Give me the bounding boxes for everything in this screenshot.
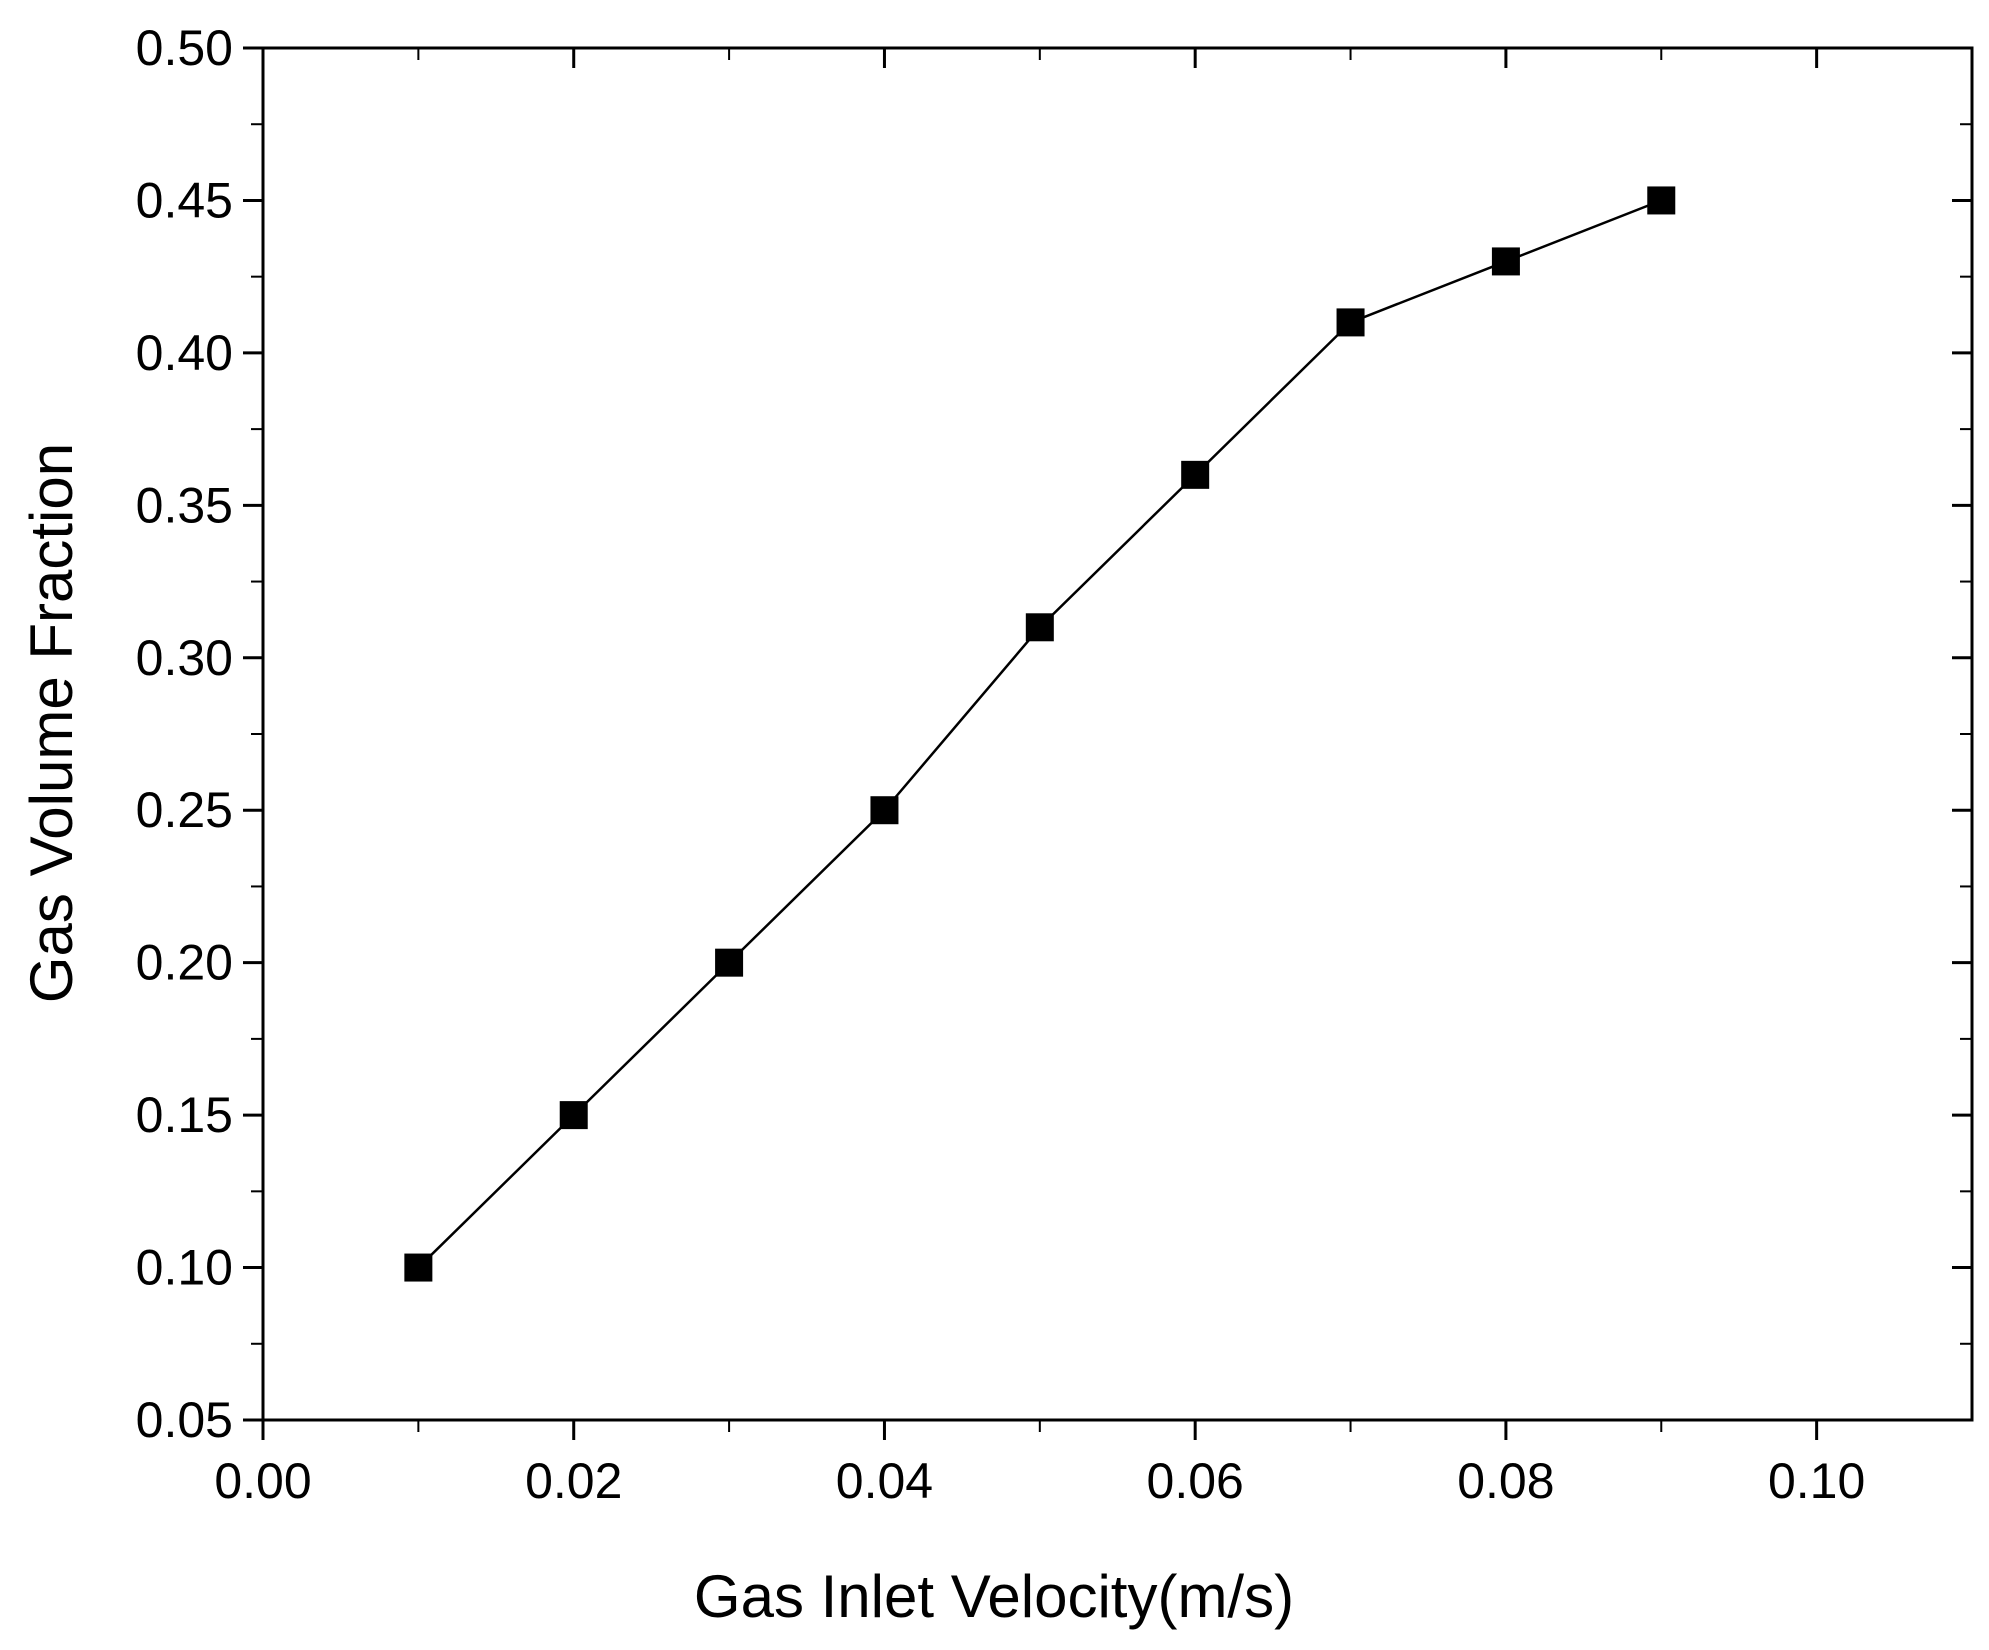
- y-tick-label: 0.40: [136, 325, 233, 381]
- series-lines: [417, 199, 1662, 1269]
- y-tick-label: 0.05: [136, 1392, 233, 1448]
- y-tick-label: 0.15: [136, 1087, 233, 1143]
- series-line: [417, 199, 1662, 1269]
- y-tick-label: 0.30: [136, 630, 233, 686]
- data-point-marker: [559, 1101, 588, 1130]
- data-point-marker: [715, 948, 744, 977]
- x-axis-title: Gas Inlet Velocity(m/s): [694, 1563, 1294, 1630]
- y-tick-label: 0.35: [136, 477, 233, 533]
- series-markers: [404, 186, 1676, 1282]
- y-tick-label: 0.10: [136, 1240, 233, 1296]
- plot-frame-border: [261, 46, 1974, 1422]
- x-tick-label: 0.00: [214, 1453, 311, 1509]
- x-tick-label: 0.04: [836, 1453, 933, 1509]
- x-tick-label: 0.06: [1147, 1453, 1244, 1509]
- data-point-marker: [404, 1253, 433, 1282]
- x-tick-label: 0.08: [1457, 1453, 1554, 1509]
- data-point-marker: [1336, 308, 1365, 337]
- x-axis-ticks: 0.00 0.02 0.04 0.06 0.08 0.10: [214, 48, 1865, 1509]
- data-point-marker: [1491, 247, 1520, 276]
- x-tick-label: 0.02: [525, 1453, 622, 1509]
- y-axis-title: Gas Volume Fraction: [18, 443, 85, 1003]
- data-point-marker: [1181, 460, 1210, 489]
- y-tick-label: 0.45: [136, 172, 233, 228]
- data-point-marker: [1647, 186, 1676, 215]
- data-point-marker: [870, 796, 899, 825]
- x-tick-label: 0.10: [1768, 1453, 1865, 1509]
- y-axis-ticks: 0.05 0.10 0.15 0.20 0.25 0.30 0.35 0.40 0.45 0.50: [136, 20, 1972, 1448]
- data-point-marker: [1025, 613, 1054, 642]
- plot-frame: [261, 46, 1974, 1422]
- y-tick-label: 0.25: [136, 782, 233, 838]
- y-tick-label: 0.20: [136, 935, 233, 991]
- y-tick-label: 0.50: [136, 20, 233, 76]
